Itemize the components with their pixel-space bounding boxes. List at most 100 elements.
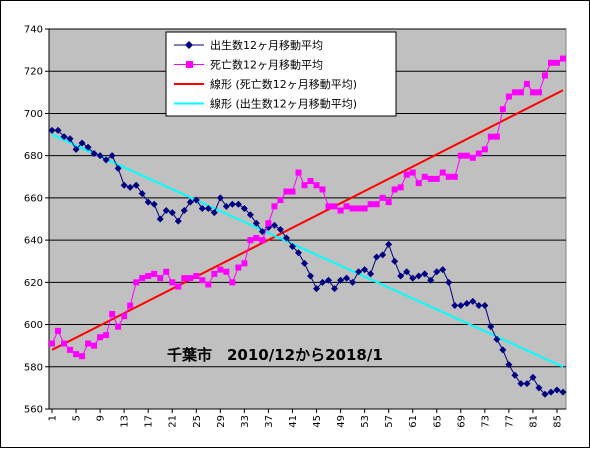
data-point [415, 272, 423, 280]
data-point [234, 200, 242, 208]
data-point [114, 164, 122, 172]
data-point [499, 106, 506, 113]
data-point [367, 270, 375, 278]
data-point [559, 55, 566, 62]
data-point [331, 285, 339, 293]
x-tick-label: 61 [408, 415, 419, 428]
data-point [139, 275, 146, 282]
trend-lines [51, 89, 564, 368]
data-point [288, 242, 296, 250]
y-tick-label: 720 [24, 67, 43, 78]
data-point [343, 203, 350, 210]
data-point [529, 373, 537, 381]
data-point [373, 201, 380, 208]
legend-box [165, 31, 397, 117]
data-point [121, 313, 128, 320]
trend-line [51, 89, 564, 351]
x-tick-label: 1 [48, 415, 59, 421]
data-point [451, 173, 458, 180]
x-tick-label: 69 [456, 415, 467, 428]
y-tick-label: 680 [24, 151, 43, 162]
data-point [475, 302, 483, 310]
data-point [79, 353, 86, 360]
data-point [90, 150, 98, 158]
data-point [349, 205, 356, 212]
data-point [67, 346, 74, 353]
data-point [343, 274, 351, 282]
data-point [78, 139, 86, 147]
data-point [517, 89, 524, 96]
data-point [198, 204, 206, 212]
data-point [547, 388, 555, 396]
x-tick-label: 25 [192, 415, 203, 428]
x-tick-label: 49 [336, 415, 347, 428]
data-point [415, 180, 422, 187]
y-tick-label: 600 [24, 320, 43, 331]
data-point [49, 340, 56, 347]
data-point [457, 152, 464, 159]
data-point [319, 186, 326, 193]
data-point [313, 285, 321, 293]
data-point [91, 342, 98, 349]
data-point [103, 332, 110, 339]
data-point [283, 188, 290, 195]
data-point [66, 135, 74, 143]
data-point [163, 268, 170, 275]
x-tick-label: 21 [168, 415, 179, 428]
data-point [325, 203, 332, 210]
data-point [469, 297, 477, 305]
data-point [337, 207, 344, 214]
data-point [300, 259, 308, 267]
legend-label: 線形 (死亡数12ヶ月移動平均) [210, 77, 357, 91]
y-tick-label: 700 [24, 109, 43, 120]
x-tick-label: 81 [528, 415, 539, 428]
x-tick-label: 13 [120, 415, 131, 428]
data-point [355, 268, 363, 276]
data-point [60, 133, 68, 141]
data-point [96, 152, 104, 160]
data-point [73, 351, 80, 358]
x-tick-label: 73 [480, 415, 491, 428]
x-tick-label: 57 [384, 415, 395, 428]
data-point [265, 220, 272, 227]
y-tick-label: 580 [24, 362, 43, 373]
y-tick-label: 640 [24, 236, 43, 247]
legend-label: 出生数12ヶ月移動平均 [210, 38, 323, 52]
data-point [319, 278, 327, 286]
chart-annotation: 千葉市 2010/12から2018/1 [167, 346, 383, 364]
data-point [493, 335, 501, 343]
data-point [379, 251, 387, 259]
data-point [253, 235, 260, 241]
data-point [403, 171, 410, 178]
x-axis-ticks: 1 5 9 13 17 21 25 29 33 37 41 45 49 53 57 61 65 69 73 77 81 8… [48, 409, 563, 428]
data-point [150, 200, 158, 208]
data-point [210, 209, 218, 217]
data-point [204, 204, 212, 212]
legend-item: 線形 (死亡数12ヶ月移動平均) [174, 77, 357, 91]
data-point [294, 249, 302, 257]
data-point [229, 279, 236, 286]
data-point [289, 188, 296, 195]
legend-marker [185, 41, 193, 49]
data-point [216, 194, 224, 202]
x-tick-label: 41 [288, 415, 299, 428]
data-point [487, 133, 494, 140]
x-tick-label: 33 [240, 415, 251, 428]
legend-marker [186, 61, 193, 68]
data-point [301, 182, 308, 189]
deaths-series [49, 55, 566, 360]
data-point [246, 211, 254, 219]
data-point [559, 388, 567, 396]
x-tick-label: 45 [312, 415, 323, 428]
data-point [475, 150, 482, 157]
data-point [385, 240, 393, 248]
data-point [132, 181, 140, 189]
data-point [391, 257, 399, 265]
data-point [535, 384, 543, 392]
y-tick-label: 660 [24, 193, 43, 204]
data-point [553, 59, 560, 66]
data-point [523, 380, 531, 388]
data-point [108, 152, 116, 160]
data-point [175, 283, 182, 290]
